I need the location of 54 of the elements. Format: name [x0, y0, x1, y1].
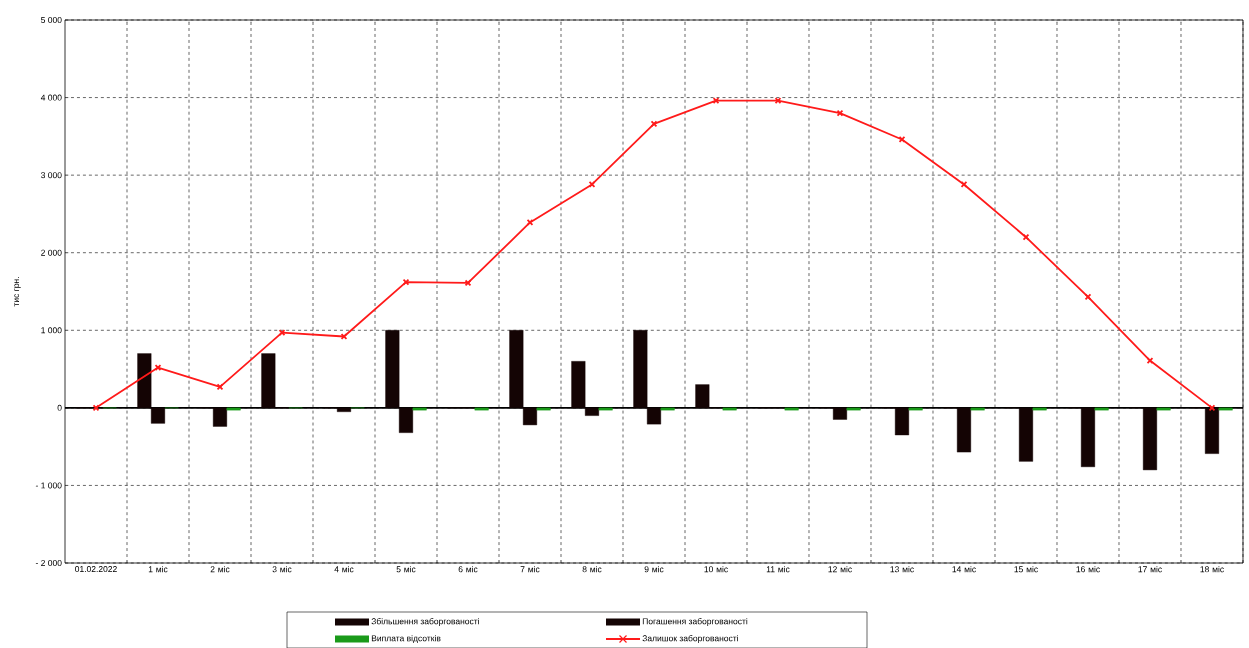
point [1084, 293, 1092, 301]
x-tick-label: 1 міс [148, 566, 168, 573]
point [464, 279, 472, 287]
y-tick-label: 1 000 [41, 327, 62, 334]
bar [784, 407, 799, 411]
point [402, 278, 410, 286]
x-tick-label: 5 міс [396, 566, 416, 573]
x-tick-label: 18 міс [1200, 566, 1224, 573]
bar [1218, 407, 1233, 411]
x-tick-label: 3 міс [272, 566, 292, 573]
y-tick-label: 2 000 [41, 249, 62, 256]
bar [908, 407, 923, 411]
x-tick-label: 10 міс [704, 566, 728, 573]
point [216, 383, 224, 391]
y-tick-label: 5 000 [41, 16, 62, 24]
bar [722, 407, 737, 411]
y-tick-label: - 2 000 [35, 559, 62, 566]
bar [226, 407, 241, 411]
bar [970, 407, 985, 411]
bar [1094, 407, 1109, 411]
x-tick-label: 6 міс [458, 566, 478, 573]
legend-label: Залишок заборгованості [642, 635, 739, 643]
x-tick-label: 8 міс [582, 566, 602, 573]
x-tick-label: 17 міс [1138, 566, 1162, 573]
x-tick-label: 7 міс [520, 566, 540, 573]
x-tick-label: 14 міс [952, 566, 976, 573]
bar [1156, 407, 1171, 411]
bar [660, 407, 675, 411]
x-tick-label: 13 міс [890, 566, 914, 573]
x-tick-label: 16 міс [1076, 566, 1100, 573]
point [836, 109, 844, 117]
bar [536, 407, 551, 411]
bar [412, 407, 427, 411]
bar [474, 407, 489, 411]
point [1022, 233, 1030, 241]
bar [598, 407, 613, 411]
y-tick-label: 3 000 [41, 172, 62, 179]
legend-label: Погашення заборгованості [642, 618, 748, 626]
y-axis-title: тис грн. [14, 277, 21, 307]
legend-label: Збільшення заборгованості [371, 618, 479, 626]
x-tick-label: 4 міс [334, 566, 354, 573]
legend-label: Виплата відсотків [371, 635, 441, 643]
x-tick-label: 9 міс [644, 566, 664, 573]
x-tick-label: 01.02.2022 [75, 566, 117, 573]
y-tick-label: 4 000 [40, 94, 62, 101]
x-tick-label: 15 міс [1014, 566, 1038, 573]
x-tick-label: 2 міс [210, 566, 230, 573]
bar [1032, 407, 1047, 411]
y-tick-label: 0 [57, 404, 62, 411]
x-tick-label: 11 міс [766, 566, 790, 573]
y-tick-label: - 1 000 [35, 482, 62, 489]
point [650, 120, 658, 128]
x-tick-label: 12 міс [828, 566, 852, 573]
bar [846, 407, 861, 411]
